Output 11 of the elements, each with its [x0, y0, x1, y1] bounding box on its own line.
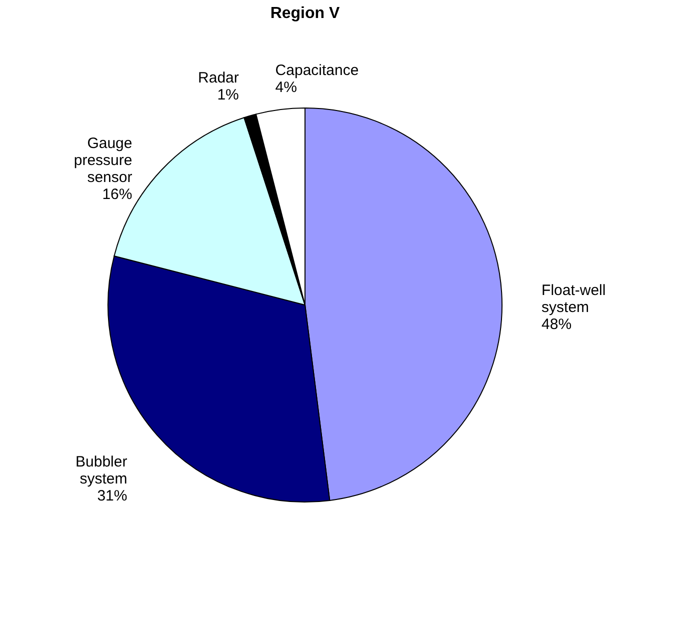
slice-label: Capacitance	[275, 62, 359, 79]
chart-title: Region V	[270, 5, 340, 22]
data-label: 16%	[102, 186, 132, 203]
slice-label: Float-well system	[542, 282, 606, 316]
data-label: 4%	[275, 78, 297, 96]
data-label: 31%	[97, 488, 128, 505]
data-label: 48%	[542, 316, 572, 334]
slice-label: Bubbler system	[76, 454, 128, 488]
data-label: 1%	[217, 86, 239, 104]
slice-label: Radar	[198, 69, 239, 86]
slice-label: Gauge pressure sensor	[74, 134, 132, 186]
